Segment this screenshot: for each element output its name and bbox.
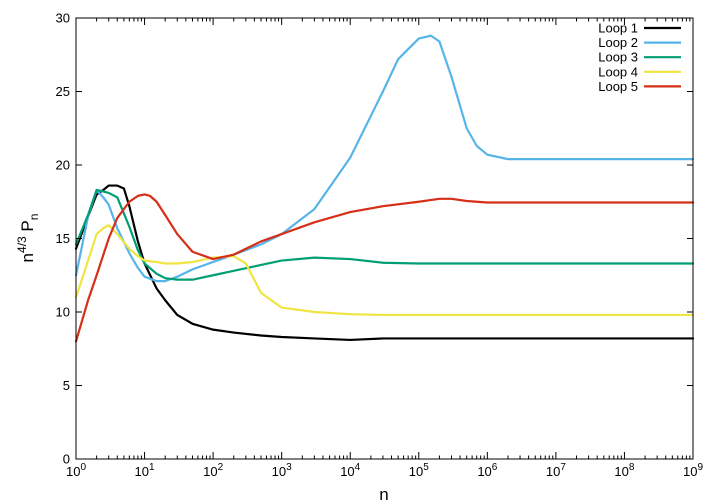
y-tick-label: 5: [63, 378, 70, 393]
series-line-loop-5: [74, 193, 695, 343]
y-tick-label: 30: [56, 11, 70, 26]
legend-label-loop-1: Loop 1: [598, 21, 638, 36]
y-axis-title-sub: n: [27, 214, 41, 221]
x-tick-label: 103: [272, 462, 292, 479]
y-tick-label: 10: [56, 305, 70, 320]
y-axis-title-main: P: [18, 220, 37, 236]
x-tick-label: 107: [546, 462, 566, 479]
series-line-loop-4: [74, 224, 695, 317]
x-tick-label: 109: [683, 462, 703, 479]
y-tick-label: 0: [63, 452, 70, 467]
x-tick-label: 105: [409, 462, 429, 479]
y-tick-label: 15: [56, 231, 70, 246]
series-layer: [74, 34, 695, 343]
y-axis-title: n4/3 Pn: [15, 214, 41, 263]
y-axis-title-sup: 4/3: [15, 236, 29, 253]
x-tick-label: 106: [477, 462, 497, 479]
y-tick-label: 20: [56, 158, 70, 173]
legend-label-loop-5: Loop 5: [598, 79, 638, 94]
y-tick-label: 25: [56, 84, 70, 99]
x-tick-label: 102: [203, 462, 223, 479]
legend-label-loop-2: Loop 2: [598, 35, 638, 50]
x-axis-title: n: [379, 485, 388, 504]
series-line-loop-2: [74, 34, 695, 283]
series-line-loop-1: [74, 184, 695, 342]
x-tick-label: 101: [135, 462, 155, 479]
tick-layer: 0 5 10 15 20 25 30 100 101 102 103 104 105 106 107 108 1…: [56, 11, 704, 480]
y-axis-title-base: n: [18, 253, 37, 262]
x-tick-label: 108: [614, 462, 634, 479]
legend-label-loop-3: Loop 3: [598, 50, 638, 65]
legend-label-loop-4: Loop 4: [598, 64, 638, 79]
x-tick-label: 100: [66, 462, 86, 479]
x-tick-label: 104: [340, 462, 360, 479]
series-line-loop-3: [74, 188, 695, 281]
